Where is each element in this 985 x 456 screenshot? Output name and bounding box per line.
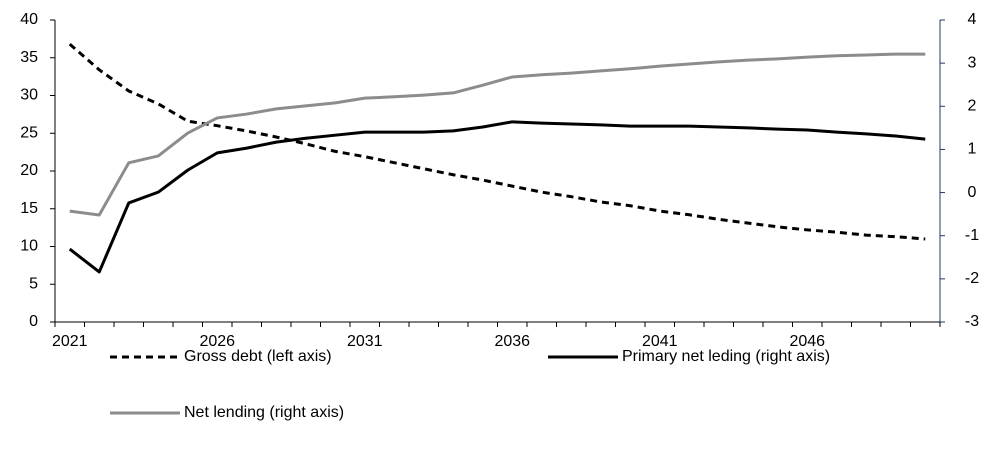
x-tick-label: 2021 (52, 333, 88, 350)
y-tick-label: 15 (20, 200, 38, 217)
y-tick-label: 0 (29, 313, 38, 330)
x-tick-label: 2026 (199, 333, 235, 350)
y2-tick-label: -1 (965, 227, 979, 244)
x-tick-label: 2036 (494, 333, 530, 350)
y2-tick-label: -2 (965, 270, 979, 287)
legend-label: Gross debt (left axis) (184, 348, 332, 365)
x-tick-label: 2041 (642, 333, 678, 350)
y-tick-label: 30 (20, 87, 38, 104)
y2-tick-label: 2 (968, 98, 977, 115)
y2-tick-label: 1 (968, 141, 977, 158)
y2-tick-label: 3 (968, 54, 977, 71)
y-tick-label: 25 (20, 124, 38, 141)
x-tick-label: 2046 (789, 333, 825, 350)
y-tick-label: 10 (20, 238, 38, 255)
series-line (68, 43, 926, 241)
legend-label: Primary net leding (right axis) (622, 348, 830, 365)
series-line (68, 120, 926, 274)
legend-label: Net lending (right axis) (184, 404, 344, 421)
y2-tick-label: 0 (968, 184, 977, 201)
y-tick-label: 40 (20, 11, 38, 28)
y-tick-label: 20 (20, 162, 38, 179)
y-tick-label: 35 (20, 49, 38, 66)
y2-tick-label: 4 (968, 11, 977, 28)
y2-tick-label: -3 (965, 313, 979, 330)
x-tick-label: 2031 (347, 333, 383, 350)
series-line (69, 52, 926, 217)
y-tick-label: 5 (29, 275, 38, 292)
